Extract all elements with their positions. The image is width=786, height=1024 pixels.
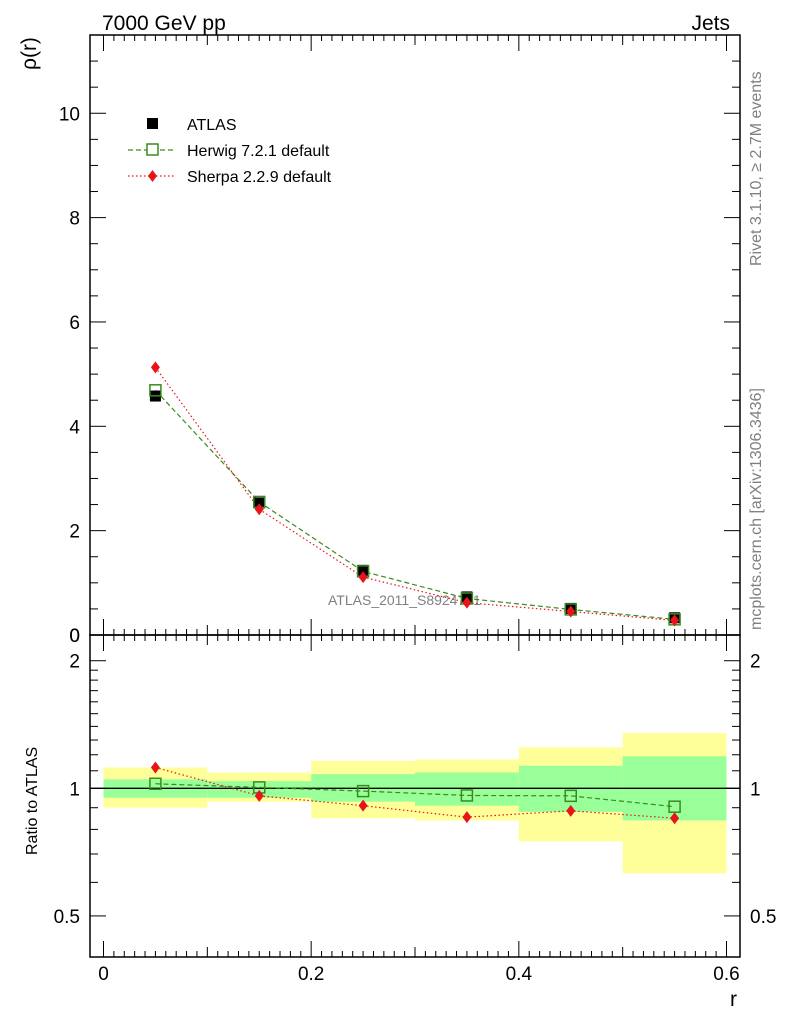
main-y-tick-label: 8 (69, 209, 80, 230)
sherpa-point (150, 361, 160, 374)
sherpa-ratio-point (462, 811, 472, 824)
header-process: Jets (691, 12, 730, 35)
ratio-uncertainty-bands (90, 733, 740, 874)
herwig-ratio-point (460, 789, 474, 802)
main-y-tick-label: 0 (69, 626, 80, 647)
ratio-y-tick-label-left: 0.5 (54, 907, 80, 928)
main-y-tick-label: 2 (69, 522, 80, 543)
x-tick-label: 0 (98, 964, 109, 985)
herwig-point (149, 384, 162, 397)
legend-atlas-marker (147, 118, 158, 129)
ratio-band-inner (207, 781, 312, 798)
ratio-y-tick-label-right: 1 (750, 779, 761, 800)
sherpa-ratio-line (155, 766, 675, 819)
sherpa-main-line (154, 366, 675, 621)
herwig-ratio-line (155, 783, 675, 808)
sherpa-point (670, 614, 680, 627)
rivet-label: Rivet 3.1.10, ≥ 2.7M events (748, 71, 765, 266)
legend-sherpa-marker (148, 170, 157, 182)
x-tick-label: 0.4 (506, 964, 533, 985)
atlas-point (357, 564, 369, 576)
herwig-ratio-point (564, 789, 578, 803)
sherpa-point (566, 605, 576, 618)
herwig-ratio-point (356, 784, 370, 798)
x-tick-label: 0.2 (298, 964, 324, 985)
main-series (149, 361, 681, 627)
legend-herwig-label: Herwig 7.2.1 default (187, 143, 330, 160)
ratio-y-tick-label-left: 1 (69, 779, 80, 800)
sherpa-ratio-point (670, 812, 680, 825)
main-y-tick-label: 6 (69, 313, 80, 334)
legend: ATLAS Herwig 7.2.1 default Sherpa 2.2.9 … (128, 117, 332, 186)
mcplots-label: mcplots.cern.ch [arXiv:1306.3436] (748, 388, 765, 630)
sherpa-point (462, 596, 472, 609)
analysis-watermark: ATLAS_2011_S8924791 (328, 592, 481, 608)
legend-atlas-label: ATLAS (187, 117, 237, 134)
herwig-ratio-point (149, 777, 162, 791)
sherpa-ratio-point (150, 761, 160, 774)
legend-herwig-marker (146, 143, 159, 156)
sherpa-point (358, 571, 368, 584)
main-y-tick-label: 4 (69, 417, 80, 438)
ratio-y-tick-label-left: 2 (69, 652, 80, 673)
ratio-series (149, 761, 681, 825)
sherpa-ratio-point (358, 799, 368, 812)
herwig-main-line (154, 389, 675, 620)
ratio-y-tick-label-right: 2 (750, 652, 761, 673)
ratio-y-tick-label-right: 0.5 (750, 907, 776, 928)
sherpa-ratio-point (566, 804, 576, 817)
sherpa-point (254, 503, 264, 516)
herwig-ratio-point (668, 800, 681, 813)
x-axis-label: r (730, 988, 737, 1011)
sherpa-ratio-point (254, 789, 264, 802)
main-y-axis-label: ρ(r) (18, 37, 41, 70)
main-y-tick-label: 10 (59, 104, 80, 125)
atlas-point (253, 497, 265, 509)
ratio-axis-ticks: 0.5 0.5 1 1 2 2 0 0.2 0.4 0.6 (54, 635, 776, 985)
legend-sherpa-label: Sherpa 2.2.9 default (187, 169, 332, 186)
main-y-tick-label: 0 (69, 626, 80, 647)
header-energy: 7000 GeV pp (102, 12, 226, 35)
x-tick-label: 0.6 (713, 964, 739, 985)
ratio-band-inner (415, 772, 519, 806)
ratio-y-axis-label: Ratio to ATLAS (24, 747, 41, 855)
